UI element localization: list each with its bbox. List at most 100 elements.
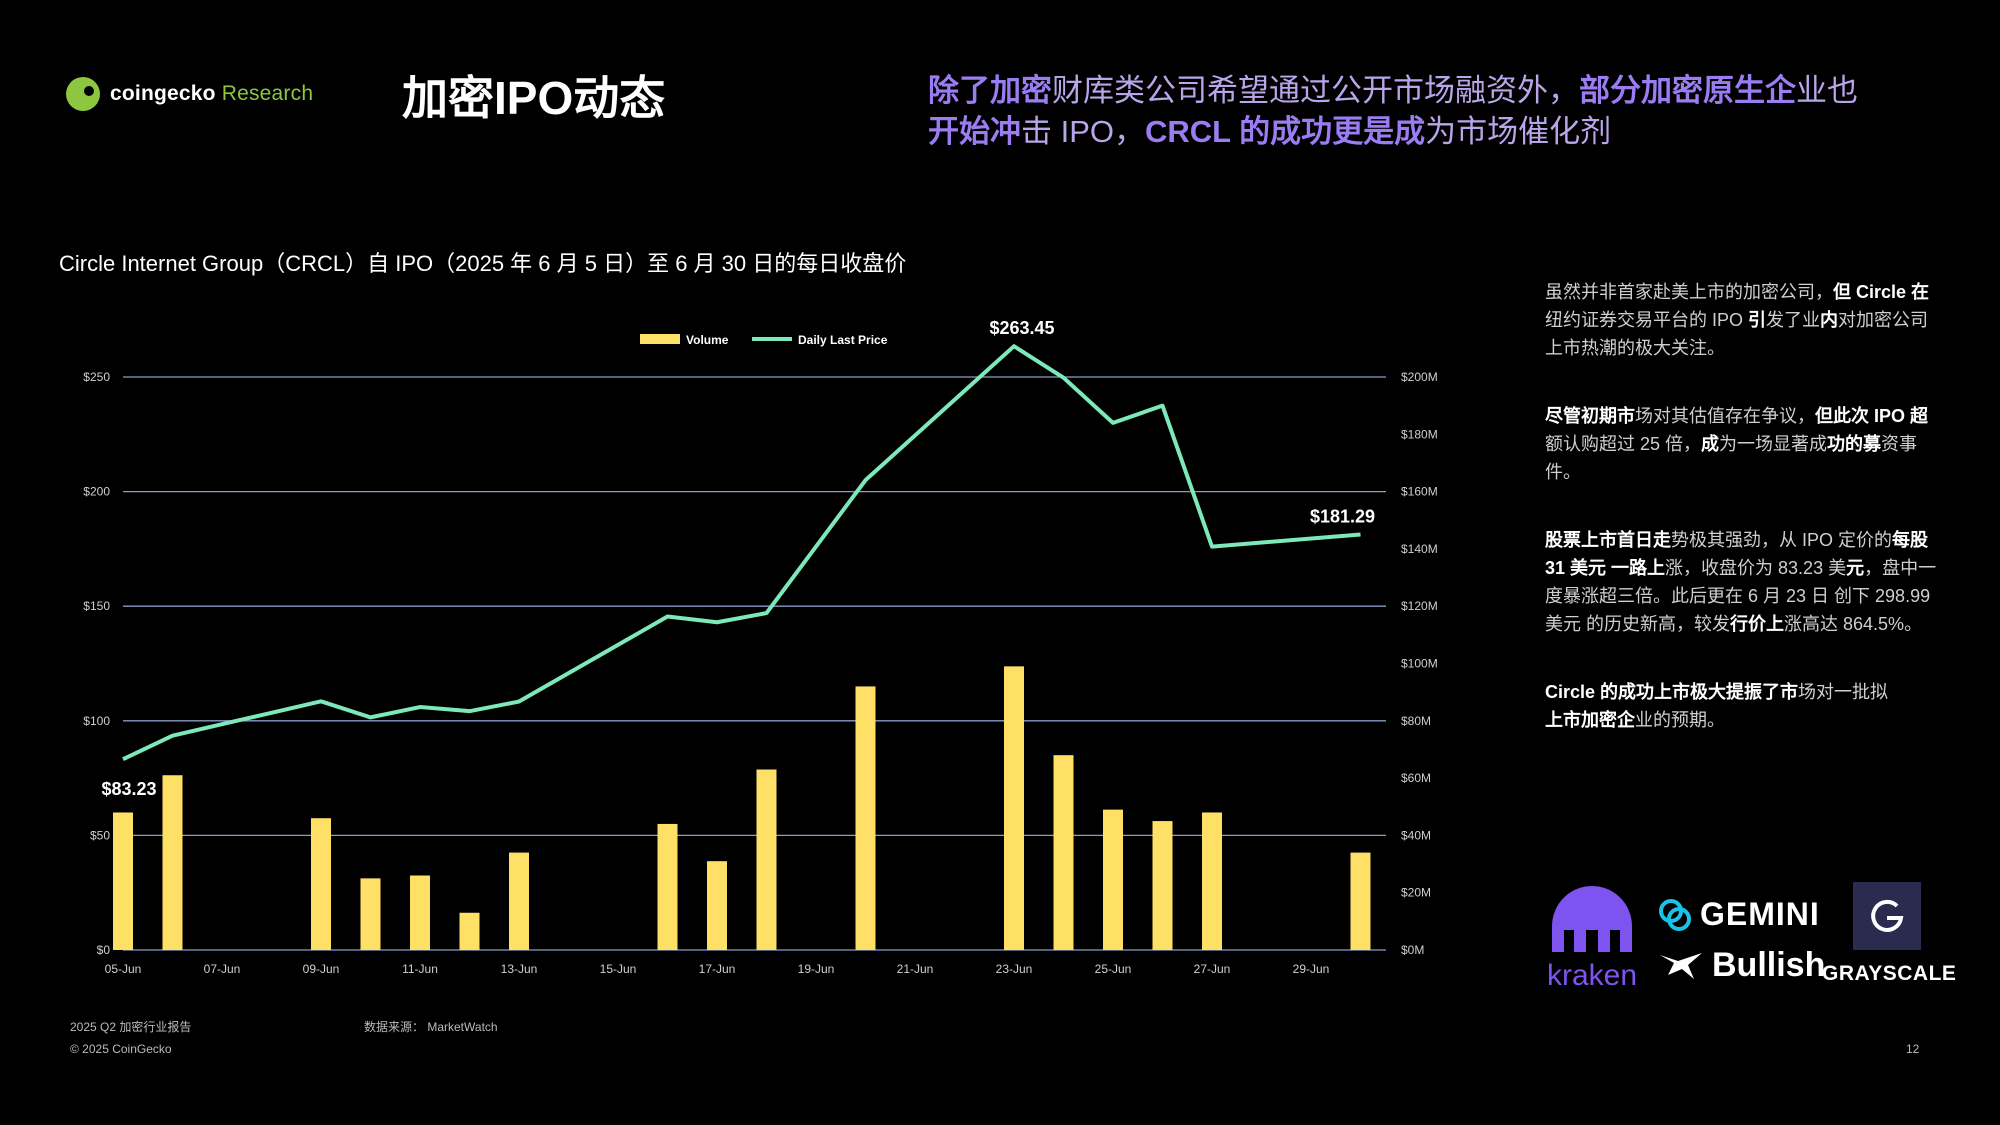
text-run: 元 <box>1846 558 1865 578</box>
x-tick-label: 11-Jun <box>402 962 438 976</box>
logo-brand: coingecko <box>110 82 216 105</box>
chart-heading: Circle Internet Group（CRCL）自 IPO（2025 年 … <box>59 251 907 276</box>
volume-bar <box>509 852 529 950</box>
text-run: 尽管初期市 <box>1545 406 1635 426</box>
text-run: 为一场显著成 <box>1719 434 1828 454</box>
gemini-icon <box>1659 898 1691 931</box>
gemini-logo: GEMINI <box>1658 896 1820 933</box>
left-tick-label: $0 <box>97 943 111 957</box>
right-axis: $0M $20M $40M $60M $80M $100M $120M $140M $160M $… <box>1401 370 1438 957</box>
right-tick-label: $120M <box>1401 599 1438 613</box>
right-tick-label: $0M <box>1401 943 1424 957</box>
right-tick-label: $160M <box>1401 485 1438 499</box>
text-run: 成 <box>1701 434 1720 454</box>
text-run: 纽约证券交易平台的 IPO <box>1545 310 1749 330</box>
subtitle-part: 为市场催化剂 <box>1425 114 1612 149</box>
legend-label: Volume <box>686 333 729 347</box>
x-tick-label: 23-Jun <box>996 962 1033 976</box>
right-tick-label: $180M <box>1401 427 1438 441</box>
volume-bar <box>459 912 480 950</box>
text-run: 涨高达 864.5%。 <box>1784 614 1923 634</box>
x-tick-label: 17-Jun <box>699 962 736 976</box>
data-label: $83.23 <box>101 779 156 799</box>
text-run: 势极其强劲，从 IPO 定价的 <box>1671 530 1893 550</box>
side-paragraph-4: Circle 的成功上市极大提振了市场对一批拟上市加密企业的预期。 <box>1545 678 1940 734</box>
side-paragraph-2: 尽管初期市场对其估值存在争议，但此次 IPO 超额认购超过 25 倍，成为一场显… <box>1545 402 1940 486</box>
grayscale-logo: GRAYSCALE <box>1822 882 1956 986</box>
subtitle-part: 击 IPO， <box>1021 114 1146 149</box>
kraken-icon <box>1552 886 1632 952</box>
data-label: $263.45 <box>989 318 1054 338</box>
subtitle-part: 开始冲 <box>928 114 1021 149</box>
legend-label: Daily Last Price <box>798 333 888 347</box>
page-subtitle: 除了加密财库类公司希望通过公开市场融资外，部分加密原生企业也 开始冲击 IPO，C… <box>928 70 1938 152</box>
footer-report: 2025 Q2 加密行业报告 <box>70 1020 192 1034</box>
side-paragraph-3: 股票上市首日走势极其强劲，从 IPO 定价的每股 31 美元 一路上涨，收盘价为… <box>1545 526 1940 638</box>
left-tick-label: $250 <box>83 370 110 384</box>
text-run: 资事件。 <box>1545 434 1918 482</box>
text-run: Circle 的成功上市极大提振了市 <box>1545 682 1799 702</box>
right-tick-label: $140M <box>1401 542 1438 556</box>
volume-bar <box>855 686 876 950</box>
x-tick-label: 25-Jun <box>1095 962 1132 976</box>
volume-bar <box>1202 812 1222 950</box>
subtitle-part: 部分加密原生企 <box>1579 73 1796 108</box>
x-axis: 05-Jun 07-Jun 09-Jun 11-Jun 13-Jun 15-Jun 17-J… <box>105 962 1330 976</box>
text-run: 上市加密企 <box>1545 710 1635 730</box>
text-run: 发了业 <box>1766 310 1821 330</box>
gemini-wordmark: GEMINI <box>1700 896 1820 932</box>
text-run: 引 <box>1748 310 1767 330</box>
subtitle-part: CRCL 的成功更是成 <box>1145 114 1426 149</box>
page-title: 加密IPO动态 <box>402 72 666 124</box>
text-run: 对加密公司上市热潮的极大关注。 <box>1545 310 1929 358</box>
text-run: 涨，收盘价为 83.23 美 <box>1665 558 1847 578</box>
price-line <box>122 344 1361 762</box>
footer-copyright: © 2025 CoinGecko <box>70 1042 172 1056</box>
volume-bar <box>162 775 183 950</box>
left-tick-label: $200 <box>83 485 110 499</box>
chart-grid <box>123 376 1386 951</box>
text-run: 但 Circle 在 <box>1833 282 1930 302</box>
text-run: 额认购超过 25 倍， <box>1545 434 1702 454</box>
volume-bar <box>1004 666 1024 950</box>
legend-swatch <box>640 334 680 344</box>
left-tick-label: $100 <box>83 714 110 728</box>
volume-bars <box>113 666 1371 950</box>
x-tick-label: 19-Jun <box>798 962 835 976</box>
text-run: 业的预期。 <box>1635 710 1725 730</box>
data-label: $181.29 <box>1310 506 1375 526</box>
volume-bar <box>1152 821 1173 950</box>
x-tick-label: 07-Jun <box>204 962 241 976</box>
left-tick-label: $150 <box>83 599 110 613</box>
right-tick-label: $60M <box>1401 771 1431 785</box>
x-tick-label: 13-Jun <box>501 962 538 976</box>
volume-bar <box>657 823 678 950</box>
text-run: 每股 31 美元 一路上 <box>1545 530 1929 578</box>
grayscale-icon <box>1853 882 1921 950</box>
volume-bar <box>707 861 727 950</box>
right-tick-label: $20M <box>1401 886 1431 900</box>
volume-bar <box>756 769 777 950</box>
gecko-icon <box>66 77 100 111</box>
logo-research: Research <box>221 82 314 105</box>
chart-annotations: $83.23 $263.45 $181.29 <box>101 318 1375 799</box>
text-run: 内 <box>1820 310 1839 330</box>
text-run: ，盘中一度暴涨超三倍。此后更在 6 月 23 日 创下 298.99 美元 的 <box>1545 558 1937 634</box>
volume-bar <box>311 818 331 950</box>
text-run: 功的募 <box>1827 434 1882 454</box>
x-tick-label: 27-Jun <box>1194 962 1231 976</box>
chart-legend: Volume Daily Last Price <box>640 333 888 347</box>
left-axis: $0 $50 $100 $150 $200 $250 <box>83 370 110 957</box>
side-commentary: 虽然并非首家赴美上市的加密公司，但 Circle 在纽约证券交易平台的 IPO … <box>1545 278 1940 774</box>
x-tick-label: 15-Jun <box>600 962 637 976</box>
text-run: 历史新高，较发 <box>1604 614 1731 634</box>
coingecko-logo: coingecko Research <box>66 76 313 112</box>
volume-bar <box>360 878 381 950</box>
right-tick-label: $80M <box>1401 714 1431 728</box>
price-volume-chart: Volume Daily Last Price $0 $50 $100 $150 $200… <box>83 318 1438 976</box>
text-run: 场对一批拟 <box>1798 682 1889 702</box>
text-run: 行价上 <box>1730 614 1785 634</box>
bullish-wordmark: Bullish <box>1712 946 1826 984</box>
page-number: 12 <box>1906 1042 1920 1056</box>
x-tick-label: 21-Jun <box>897 962 934 976</box>
